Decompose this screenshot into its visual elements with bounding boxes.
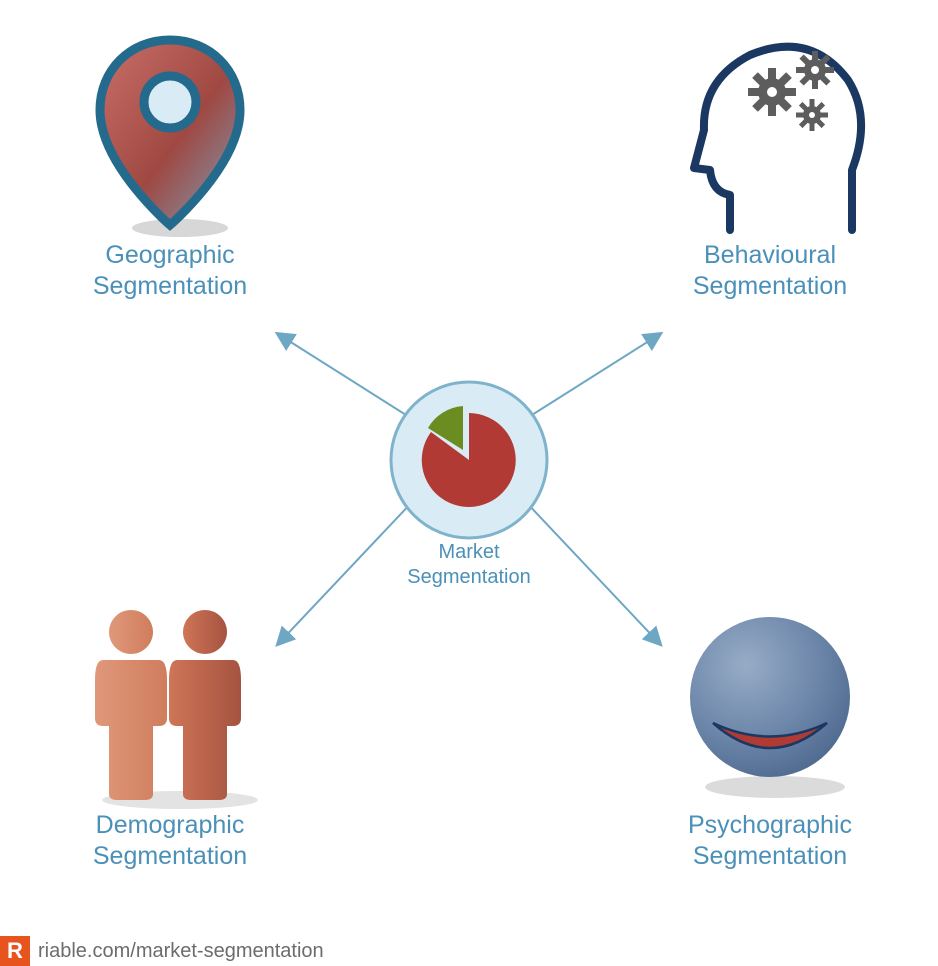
head-gears-icon xyxy=(640,30,900,240)
map-pin-icon xyxy=(40,30,300,240)
node-label-demographic: Demographic Segmentation xyxy=(40,810,300,873)
source-url: riable.com/market-segmentation xyxy=(38,940,324,963)
node-behavioural: Behavioural Segmentation xyxy=(640,30,900,303)
node-demographic: Demographic Segmentation xyxy=(40,600,300,873)
node-psychographic: Psychographic Segmentation xyxy=(640,600,900,873)
footer: R riable.com/market-segmentation xyxy=(0,936,324,966)
diagram-canvas: Market Segmentation Geographic Segmentat… xyxy=(0,0,938,966)
node-geographic: Geographic Segmentation xyxy=(40,30,300,303)
node-label-psychographic: Psychographic Segmentation xyxy=(640,810,900,873)
node-label-geographic: Geographic Segmentation xyxy=(40,240,300,303)
people-pair-icon xyxy=(40,600,300,810)
center-node: Market Segmentation xyxy=(369,380,569,590)
smile-sphere-icon xyxy=(640,600,900,810)
source-logo: R xyxy=(0,936,30,966)
node-label-behavioural: Behavioural Segmentation xyxy=(640,240,900,303)
pie-chart-icon xyxy=(369,380,569,540)
center-label: Market Segmentation xyxy=(369,540,569,590)
